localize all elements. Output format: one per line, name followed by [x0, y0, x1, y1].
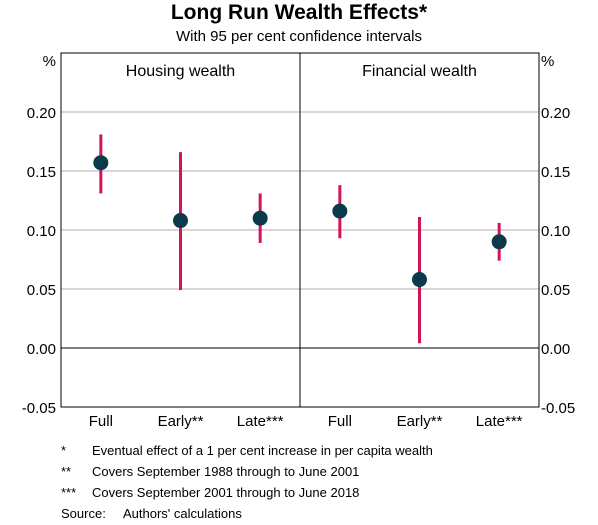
x-tick-label: Early**	[397, 413, 443, 430]
y-tick-label-left: 0.10	[27, 223, 56, 240]
y-tick-label-right: 0.10	[541, 223, 570, 240]
wealth-effects-chart: 0.20 0.20 0.15 0.15 0.10 0.10 0.05 0.05 0.00 0.00…	[22, 52, 575, 430]
y-tick-label-left: 0.15	[27, 164, 56, 181]
note-text: Covers September 2001 through to June 20…	[92, 485, 360, 500]
x-tick-label: Late***	[237, 413, 284, 430]
x-tick-label: Full	[328, 413, 352, 430]
panel-title: Housing wealth	[126, 63, 235, 80]
y-unit-left: %	[43, 53, 56, 70]
x-tick-label: Early**	[158, 413, 204, 430]
y-tick-label-right: -0.05	[541, 400, 575, 417]
point-estimate	[491, 234, 507, 250]
source-label: Source:	[61, 506, 106, 521]
x-tick-label: Late***	[476, 413, 523, 430]
point-estimate	[412, 272, 427, 288]
y-tick-label-right: 0.20	[541, 105, 570, 122]
y-tick-label-right: 0.05	[541, 282, 570, 299]
note-text: Covers September 1988 through to June 20…	[92, 464, 360, 479]
note-marker: *	[61, 443, 67, 458]
y-tick-label-left: 0.00	[27, 341, 56, 358]
panel-title: Financial wealth	[362, 63, 477, 80]
y-tick-label-left: 0.20	[27, 105, 56, 122]
chart-title: Long Run Wealth Effects*	[170, 1, 428, 24]
y-tick-label-right: 0.15	[541, 164, 570, 181]
point-estimate	[332, 203, 348, 219]
point-estimate	[173, 213, 188, 229]
note-marker: **	[61, 464, 72, 479]
chart-subtitle: With 95 per cent confidence intervals	[176, 28, 422, 45]
point-estimate	[252, 210, 268, 226]
note-marker: ***	[61, 485, 77, 500]
note-text: Eventual effect of a 1 per cent increase…	[92, 443, 433, 458]
source-text: Authors' calculations	[123, 506, 242, 521]
x-tick-label: Full	[89, 413, 113, 430]
y-tick-label-right: 0.00	[541, 341, 570, 358]
point-estimate	[93, 155, 109, 171]
y-unit-right: %	[541, 53, 554, 70]
y-tick-label-left: -0.05	[22, 400, 56, 417]
y-tick-label-left: 0.05	[27, 282, 56, 299]
